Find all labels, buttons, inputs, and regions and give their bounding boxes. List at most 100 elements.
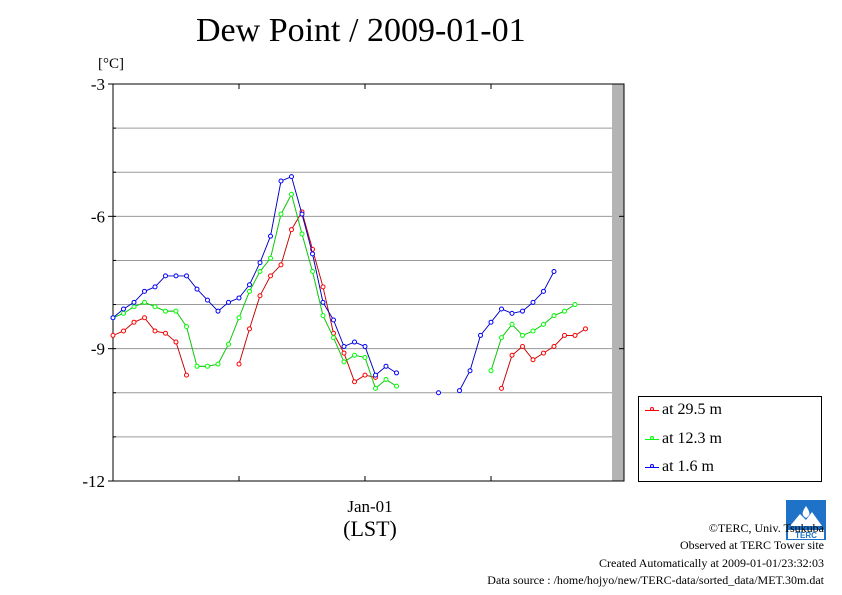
- series-point: [257, 260, 263, 266]
- series-point: [131, 299, 137, 305]
- x-axis-label: (LST): [343, 516, 397, 541]
- series-point: [509, 352, 515, 358]
- legend-swatch-green: [645, 432, 659, 446]
- series-point: [499, 385, 504, 391]
- series-point: [278, 178, 284, 184]
- series-point: [310, 268, 315, 274]
- series-point: [121, 310, 126, 316]
- series-point: [320, 299, 326, 305]
- legend-item-1-6m: at 1.6 m: [645, 457, 714, 477]
- series-point: [551, 313, 557, 319]
- footer-created: Created Automatically at 2009-01-01/23:3…: [599, 556, 824, 570]
- series-point: [152, 328, 158, 334]
- footer-observed: Observed at TERC Tower site: [679, 538, 824, 552]
- series-point: [278, 211, 284, 217]
- series-point: [215, 361, 221, 367]
- series-point: [236, 315, 242, 321]
- series-point: [278, 262, 284, 268]
- series-point: [583, 326, 588, 332]
- series-point: [194, 363, 200, 369]
- series-point: [362, 354, 368, 360]
- series-point: [572, 332, 578, 338]
- legend-swatch-red: [645, 403, 659, 417]
- series-point: [268, 255, 273, 261]
- series-point: [142, 288, 147, 294]
- series-point: [289, 227, 294, 233]
- legend-label: at 29.5 m: [662, 401, 722, 418]
- logo-text: TERC: [795, 531, 817, 540]
- series-point: [110, 332, 116, 338]
- series-point: [310, 251, 315, 257]
- series-point: [362, 343, 368, 349]
- plot-frame: [112, 83, 625, 482]
- series-point: [247, 288, 252, 294]
- series-point: [247, 326, 252, 332]
- series-line-0: [238, 210, 376, 383]
- series-point: [530, 328, 536, 334]
- series-point: [121, 328, 126, 334]
- series-point: [562, 308, 567, 314]
- y-tick-label: -3: [91, 75, 105, 94]
- series-point: [131, 304, 137, 310]
- series-point: [257, 293, 263, 299]
- series-point: [226, 299, 231, 305]
- legend-swatch-blue: [645, 460, 659, 474]
- series-point: [226, 341, 231, 347]
- series-point: [352, 339, 357, 345]
- series-point: [247, 282, 252, 288]
- series-point: [530, 299, 536, 305]
- series-point: [268, 273, 273, 279]
- footer-copyright: ©TERC, Univ. Tsukuba: [708, 521, 824, 535]
- series-point: [509, 321, 515, 327]
- series-point: [205, 363, 210, 369]
- footer-source: Data source : /home/hojyo/new/TERC-data/…: [487, 573, 824, 587]
- series-point: [373, 372, 378, 378]
- series-line-2: [112, 176, 397, 376]
- series-point: [331, 335, 336, 341]
- series-point: [299, 231, 305, 237]
- series-line-1: [112, 193, 397, 390]
- series-point: [499, 335, 504, 341]
- series-point: [173, 273, 179, 279]
- y-tick-label: -12: [82, 472, 105, 491]
- terc-logo: TERC: [786, 500, 826, 540]
- series-point: [163, 273, 168, 279]
- series-point: [142, 299, 147, 305]
- series-point: [331, 317, 336, 323]
- series-point: [215, 308, 221, 314]
- series-point: [530, 357, 536, 363]
- series-point: [299, 211, 305, 217]
- series-point: [152, 284, 158, 290]
- series-point: [362, 372, 368, 378]
- series-point: [488, 368, 494, 374]
- chart-legend: at 29.5 m at 12.3 m at 1.6 m: [638, 396, 822, 482]
- series-point: [289, 174, 294, 180]
- series-point: [121, 306, 126, 312]
- series-point: [520, 343, 525, 349]
- series-point: [394, 370, 399, 376]
- series-point: [236, 361, 242, 367]
- x-tick-label-jan-01: Jan-01: [347, 497, 393, 516]
- series-point: [268, 233, 273, 239]
- y-tick-label: -9: [91, 340, 105, 359]
- series-point: [289, 191, 294, 197]
- series-point: [352, 379, 357, 385]
- legend-item-12-3m: at 12.3 m: [645, 429, 722, 449]
- series-point: [541, 288, 546, 294]
- legend-item-29-5m: at 29.5 m: [645, 400, 722, 420]
- y-tick-label: -6: [91, 207, 105, 226]
- series-point: [194, 286, 200, 292]
- series-point: [320, 284, 326, 290]
- series-point: [551, 343, 557, 349]
- series-point: [205, 297, 210, 303]
- series-point: [131, 319, 137, 325]
- series-point: [257, 268, 263, 274]
- series-point: [341, 350, 347, 356]
- series-point: [467, 368, 473, 374]
- series-point: [184, 372, 189, 378]
- series-point: [383, 377, 389, 383]
- series-point: [541, 321, 546, 327]
- series-point: [572, 302, 578, 308]
- series-point: [499, 306, 504, 312]
